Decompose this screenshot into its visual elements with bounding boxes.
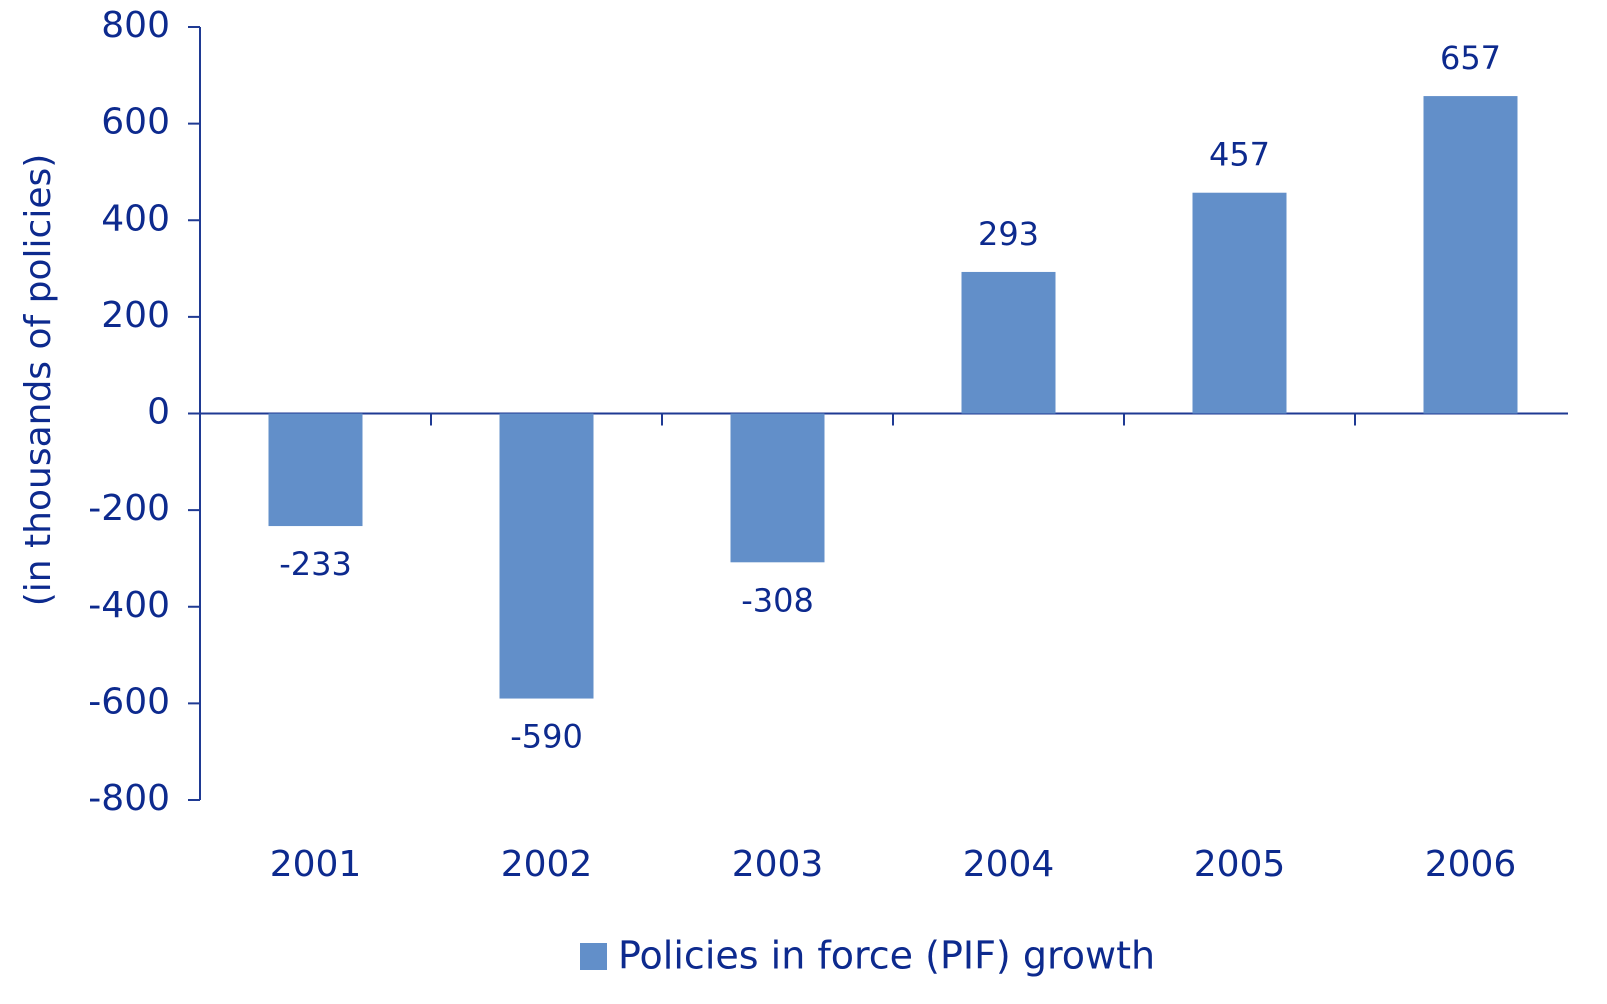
legend-swatch	[580, 943, 607, 970]
bar	[1423, 96, 1518, 414]
data-label: 657	[1440, 39, 1501, 77]
x-tick-label: 2005	[1194, 844, 1286, 885]
x-tick-label: 2006	[1425, 844, 1517, 885]
y-tick-label: -600	[88, 681, 170, 722]
y-tick-label: 800	[101, 5, 170, 46]
data-label: -590	[510, 718, 583, 756]
bar	[499, 413, 594, 699]
y-tick-label: -800	[88, 778, 170, 819]
x-tick-label: 2004	[963, 844, 1055, 885]
data-label: 457	[1209, 136, 1270, 174]
bar	[1192, 192, 1287, 414]
x-tick-label: 2001	[270, 844, 362, 885]
x-tick-label: 2003	[732, 844, 824, 885]
bar	[730, 413, 825, 563]
data-label: -308	[741, 581, 814, 619]
y-axis-label: (in thousands of policies)	[18, 154, 59, 607]
x-tick-label: 2002	[501, 844, 593, 885]
y-tick-label: 0	[147, 392, 170, 433]
bar	[961, 271, 1056, 414]
data-label: -233	[279, 545, 352, 583]
legend-label: Policies in force (PIF) growth	[618, 934, 1155, 978]
y-tick-label: 200	[101, 295, 170, 336]
data-label: 293	[978, 215, 1039, 253]
y-tick-label: 600	[101, 102, 170, 143]
y-tick-label: 400	[101, 198, 170, 239]
bar	[268, 413, 363, 527]
y-tick-label: -400	[88, 585, 170, 626]
y-tick-label: -200	[88, 488, 170, 529]
